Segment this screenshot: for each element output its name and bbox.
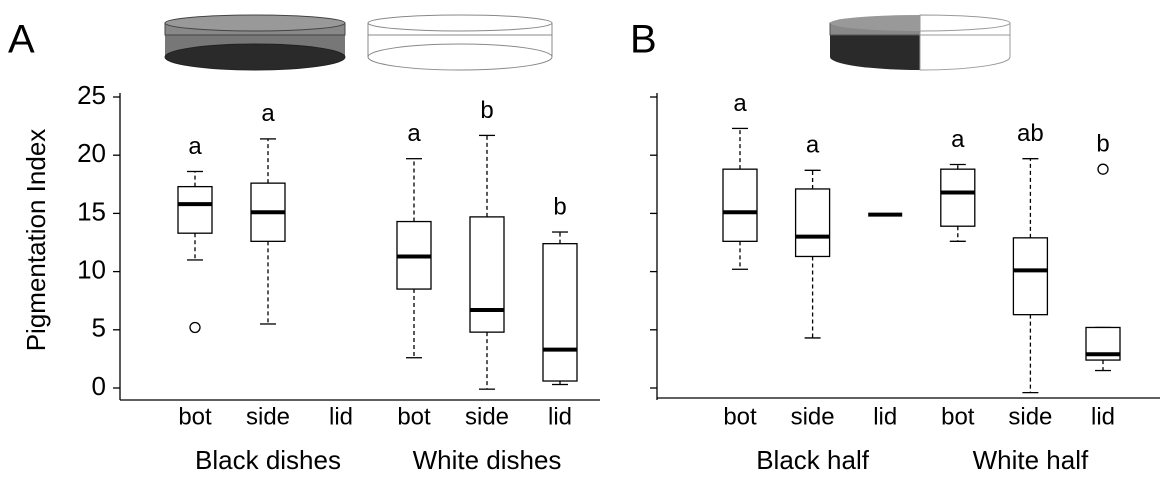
box (794, 188, 831, 258)
significance-letter: a (806, 132, 820, 159)
group-label: White half (973, 445, 1089, 475)
significance-letter: b (553, 193, 566, 220)
y-tick-label: 10 (77, 254, 106, 284)
x-tick-label: bot (397, 403, 431, 430)
x-tick-label: side (791, 403, 835, 430)
y-tick-label: 25 (77, 80, 106, 110)
x-tick-label: lid (873, 403, 897, 430)
x-tick-label: side (465, 403, 509, 430)
significance-letter: ab (1017, 120, 1044, 147)
box (177, 185, 213, 234)
outlier (1097, 163, 1109, 175)
significance-letter: a (407, 120, 421, 147)
outlier (189, 321, 201, 334)
y-tick-label: 20 (77, 138, 106, 168)
group-label: Black dishes (195, 445, 341, 475)
significance-letter: a (261, 100, 275, 127)
significance-letter: b (1096, 131, 1109, 158)
x-tick-label: bot (178, 403, 212, 430)
half-dish-icon (829, 14, 1011, 71)
x-tick-label: lid (1091, 403, 1115, 430)
panel-label: A (8, 18, 35, 62)
significance-letter: b (480, 97, 493, 124)
y-tick-label: 0 (92, 371, 106, 401)
x-tick-label: side (246, 403, 290, 430)
black-dish-icon (164, 14, 346, 71)
panel-label: B (630, 18, 657, 62)
x-tick-label: lid (329, 403, 353, 430)
y-axis-label: Pigmentation Index (21, 129, 51, 352)
x-tick-label: bot (941, 403, 975, 430)
x-tick-label: lid (548, 403, 572, 430)
significance-letter: a (951, 126, 965, 153)
box (940, 168, 976, 227)
group-label: White dishes (413, 445, 562, 475)
x-tick-label: bot (723, 403, 757, 430)
significance-letter: a (188, 133, 202, 160)
x-tick-label: side (1008, 403, 1052, 430)
y-tick-label: 5 (92, 313, 106, 343)
box (469, 216, 505, 333)
white-dish-icon (367, 14, 553, 71)
significance-letter: a (733, 90, 747, 117)
box (542, 243, 578, 382)
box (1012, 237, 1049, 316)
box (722, 168, 758, 242)
y-tick-label: 15 (77, 196, 106, 226)
group-label: Black half (756, 445, 869, 475)
